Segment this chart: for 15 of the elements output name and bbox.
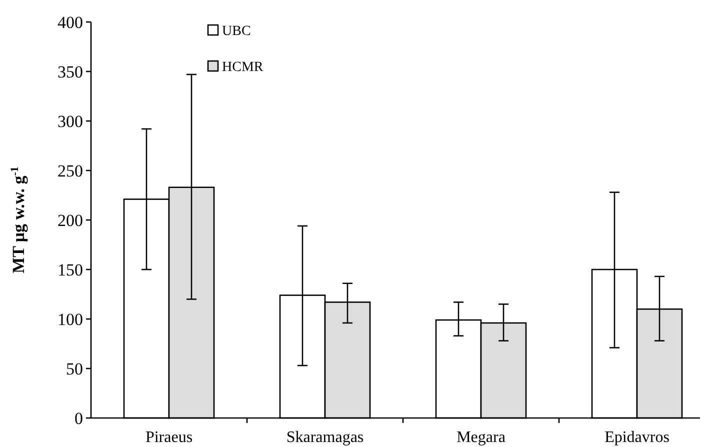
y-tick-label: 100 <box>58 310 83 329</box>
y-tick-label: 0 <box>74 408 83 428</box>
y-tick-label: 300 <box>58 112 83 131</box>
y-tick-label: 200 <box>58 210 83 230</box>
y-tick-label: 50 <box>66 359 83 378</box>
x-tick-label: Piraeus <box>145 429 193 446</box>
legend-label: HCMR <box>222 60 264 75</box>
x-tick-label: Skaramagas <box>286 429 364 446</box>
y-tick-label: 350 <box>58 62 83 82</box>
y-tick-label: 150 <box>58 260 83 280</box>
x-tick-label: Epidavros <box>604 429 670 446</box>
x-tick-label: Megara <box>456 429 506 446</box>
legend-label: UBC <box>222 24 251 39</box>
y-tick-label: 250 <box>58 161 83 180</box>
y-tick-label: 400 <box>58 12 83 32</box>
